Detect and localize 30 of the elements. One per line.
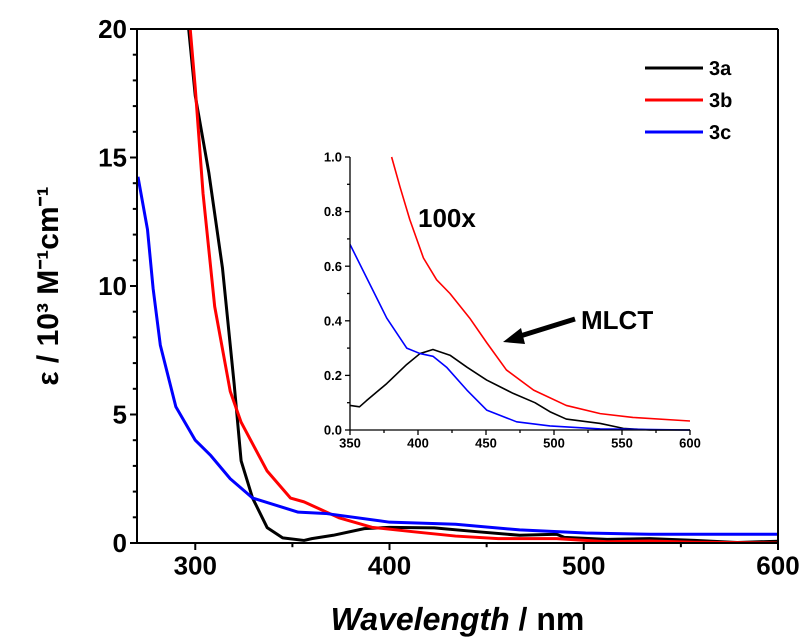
y-tick-label: 20 [98, 14, 127, 44]
x-axis-title: Wavelength / nm [330, 601, 584, 637]
y-tick-label: 0 [112, 528, 127, 558]
line-series [390, 156, 690, 422]
y-tick-label: 0.6 [324, 258, 342, 274]
x-tick-label: 300 [174, 550, 217, 581]
y-tick-label: 0.2 [324, 368, 342, 383]
legend-label: 3a [709, 58, 732, 80]
y-tick-label: 0.0 [324, 422, 342, 438]
annotation: 100x [418, 203, 476, 233]
y-tick-label: 15 [98, 142, 127, 173]
x-tick-label: 450 [475, 435, 497, 450]
annotation: MLCT [581, 305, 654, 336]
x-tick-label: 350 [339, 435, 361, 450]
legend-label: 3b [709, 90, 732, 112]
x-tick-label: 500 [562, 550, 606, 581]
legend-label: 3c [709, 122, 732, 144]
x-tick-label: 400 [368, 550, 412, 581]
x-tick-label: 400 [407, 435, 429, 450]
x-tick-label: 600 [679, 435, 701, 450]
y-axis-title: ε / 10³ M⁻¹cm⁻¹ [32, 186, 65, 386]
y-tick-label: 0.4 [324, 313, 343, 328]
x-tick-label: 550 [611, 435, 633, 450]
y-tick-label: 1.0 [324, 150, 342, 165]
line-series [137, 175, 778, 536]
y-tick-label: 5 [112, 400, 127, 430]
y-tick-label: 10 [98, 271, 127, 302]
y-tick-label: 0.8 [324, 204, 342, 220]
x-tick-label: 600 [756, 550, 800, 581]
x-tick-label: 500 [543, 435, 565, 450]
